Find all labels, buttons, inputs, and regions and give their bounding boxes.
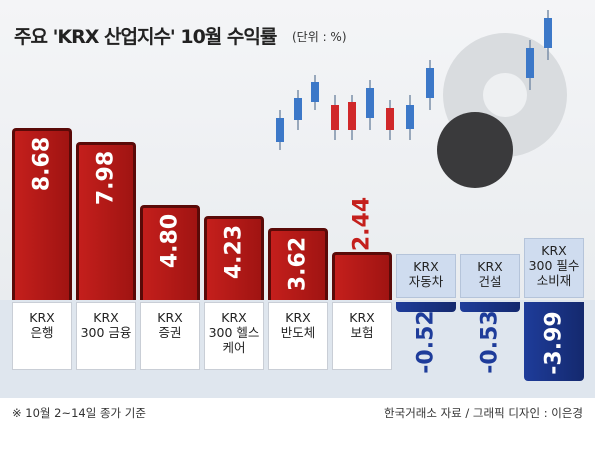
bar [332, 251, 392, 300]
value-label: 7.98 [93, 150, 119, 206]
footnote: ※ 10월 2~14일 종가 기준 [12, 406, 146, 420]
value-label: 8.68 [29, 136, 55, 192]
category-label: KRX 300 금융 [76, 302, 136, 370]
title: 주요 'KRX 산업지수' 10월 수익률 [14, 26, 277, 48]
value-label: 4.23 [221, 225, 247, 280]
category-label: KRX 은행 [12, 302, 72, 370]
bar [76, 141, 136, 300]
category-label: KRX 자동차 [396, 254, 456, 298]
bar [12, 128, 72, 300]
source: 한국거래소 자료 / 그래픽 디자인 : 이은경 [384, 406, 583, 420]
category-label: KRX 반도체 [268, 302, 328, 370]
value-label: -3.99 [541, 311, 567, 375]
category-label: KRX 보험 [332, 302, 392, 370]
value-label: 4.80 [157, 213, 183, 269]
bar [140, 204, 200, 300]
bar [524, 302, 584, 381]
unit-note: (단위 : %) [292, 30, 347, 44]
bar [268, 228, 328, 300]
category-label: KRX 증권 [140, 302, 200, 370]
bar [204, 216, 264, 300]
value-label: 3.62 [285, 237, 311, 292]
bar [460, 302, 520, 313]
category-label: KRX 300 헬스 케어 [204, 302, 264, 370]
decoration [276, 10, 567, 188]
value-label: -0.53 [477, 310, 503, 375]
value-label: 2.44 [349, 196, 375, 251]
category-label: KRX 건설 [460, 254, 520, 298]
value-label: -0.52 [413, 310, 439, 374]
bar [396, 302, 456, 313]
category-label: KRX 300 필수 소비재 [524, 238, 584, 298]
